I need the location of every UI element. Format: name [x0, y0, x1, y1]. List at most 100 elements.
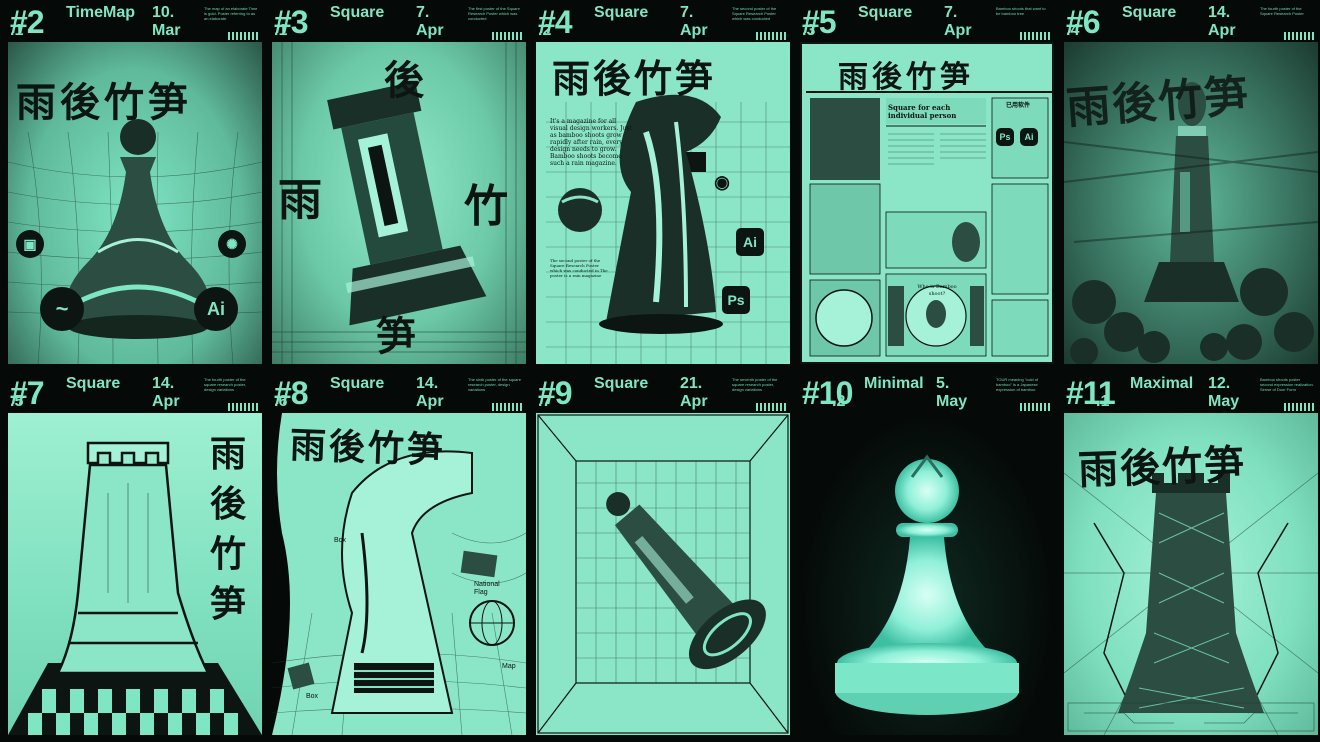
- poster-card-4[interactable]: #4 Square .2 7. Apr The second poster of…: [528, 0, 792, 371]
- teeth-decoration: [1020, 403, 1050, 411]
- poster-image: 雨後竹笋 Box National Flag Map Box: [272, 413, 526, 735]
- poster-category: TimeMap: [66, 4, 136, 21]
- poster-image: 雨後竹笋 Square for each individual person 已…: [800, 42, 1054, 364]
- poster-category: Maximal: [1130, 375, 1194, 392]
- illustrator-icon: Ai: [736, 228, 764, 256]
- poster-caption: The fourth poster of the square research…: [204, 377, 247, 392]
- pawn-figure: [65, 119, 211, 339]
- poster-day: 12.: [1208, 375, 1231, 392]
- poster-caption: Bamboo shoots that want to be bamboo tre…: [996, 6, 1046, 16]
- poster-title-char-4: 笋: [376, 313, 416, 360]
- poster-number: #7: [10, 375, 45, 411]
- gear-icon: ✺: [218, 230, 246, 258]
- poster-month: Apr: [680, 22, 708, 39]
- poster-title-char-2: 雨: [278, 175, 322, 226]
- poster-category: Square: [594, 4, 649, 21]
- flag-shape: [460, 550, 498, 578]
- rook-figure: [1118, 473, 1264, 713]
- poster-image: 後 雨 竹 笋: [272, 42, 526, 364]
- poster-header: #11 Maximal .1 12. May Bamboo shoots pos…: [1056, 371, 1320, 413]
- poster-image: 雨後竹笋: [1064, 42, 1318, 364]
- teeth-decoration: [756, 403, 786, 411]
- teeth-decoration: [228, 32, 258, 40]
- poster-title: 雨後竹笋: [289, 424, 447, 472]
- poster-number: #4: [538, 4, 573, 40]
- photoshop-icon: Ps: [996, 128, 1014, 146]
- poster-number: #6: [1066, 4, 1101, 40]
- poster-number: #10: [802, 375, 853, 411]
- teeth-decoration: [1020, 32, 1050, 40]
- poster-header: #7 Square .5 14. Apr The fourth poster o…: [0, 371, 264, 413]
- poster-card-6[interactable]: #6 Square .4 14. Apr The fourth poster o…: [1056, 0, 1320, 371]
- poster-header: #6 Square .4 14. Apr The fourth poster o…: [1056, 0, 1320, 42]
- poster-header: #8 Square .6 14. Apr The sixth poster of…: [264, 371, 528, 413]
- poster-index: .1: [10, 22, 24, 39]
- poster-card-3[interactable]: #3 Square .1 7. Apr The first poster of …: [264, 0, 528, 371]
- poster-number: #11: [1066, 375, 1116, 411]
- poster-category: Minimal: [864, 375, 924, 392]
- poster-title: 雨後竹笋: [16, 79, 192, 126]
- teeth-decoration: [1284, 32, 1314, 40]
- poster-title-char-4: 笋: [210, 583, 247, 625]
- poster-title: 雨後竹笋: [552, 56, 717, 101]
- poster-card-10[interactable]: #10 Minimal .2 5. May TOUR meaning "cold…: [792, 371, 1056, 742]
- warped-scene: [272, 413, 526, 735]
- bishop-scene: [1064, 82, 1318, 364]
- poster-caption: Bamboo shoots poster second expression r…: [1260, 377, 1314, 392]
- poster-title: 雨後竹笋: [838, 60, 974, 95]
- poster-day: 7.: [416, 4, 430, 21]
- poster-category: Square: [1122, 4, 1177, 21]
- poster-month: Apr: [680, 393, 708, 410]
- knight-figure: [599, 94, 723, 334]
- rook-figure: [55, 441, 211, 675]
- rook-pattern-scene: [1064, 472, 1318, 735]
- poster-day: 14.: [416, 375, 439, 392]
- poster-caption: The fourth poster of the Square Research…: [1260, 6, 1304, 16]
- poster-image: 雨後竹笋 It's a magazine for all visual desi…: [536, 42, 790, 364]
- poster-card-5[interactable]: #5 Square .3 7. Apr Bamboo shoots that w…: [792, 0, 1056, 371]
- poster-image: 雨後竹笋 ▣ ✺ ~ Ai: [8, 42, 262, 364]
- poster-caption: The second poster of the Square Research…: [732, 6, 777, 21]
- poster-card-8[interactable]: #8 Square .6 14. Apr The sixth poster of…: [264, 371, 528, 742]
- poster-title: 雨後竹笋: [1064, 70, 1252, 135]
- poster-card-9[interactable]: #9 Square .7 21. Apr The seventh poster …: [528, 371, 792, 742]
- poster-card-7[interactable]: #7 Square .5 14. Apr The fourth poster o…: [0, 371, 264, 742]
- poster-month: May: [1208, 393, 1240, 410]
- poster-index: .2: [538, 22, 552, 39]
- headline: Square for each individual person: [888, 103, 957, 120]
- poster-day: 5.: [936, 375, 950, 392]
- poster-index: .1: [274, 22, 288, 39]
- pawn-pile: [1070, 268, 1314, 364]
- poster-image: 雨 後 竹 笋: [8, 413, 262, 735]
- poster-caption: The seventh poster of the square researc…: [732, 377, 778, 392]
- poster-month: Apr: [152, 393, 180, 410]
- poster-index: .1: [1096, 393, 1110, 410]
- poster-category: Square: [858, 4, 913, 21]
- poster-number: #3: [274, 4, 309, 40]
- poster-header: #4 Square .2 7. Apr The second poster of…: [528, 0, 792, 42]
- poster-card-11[interactable]: #11 Maximal .1 12. May Bamboo shoots pos…: [1056, 371, 1320, 742]
- poster-category: Square: [330, 4, 385, 21]
- side-text: The second poster of the Square Research…: [550, 258, 608, 278]
- rook-scene: [8, 441, 262, 735]
- poster-title-char-1: 後: [384, 57, 424, 104]
- poster-header: #2 TimeMap .1 10. Mar The map of an elab…: [0, 0, 264, 42]
- poster-card-2[interactable]: #2 TimeMap .1 10. Mar The map of an elab…: [0, 0, 264, 371]
- poster-day: 10.: [152, 4, 175, 21]
- poster-number: #9: [538, 375, 573, 411]
- poster-caption: TOUR meaning "cold of bamboo" is a Japan…: [996, 377, 1039, 392]
- poster-caption: The sixth poster of the square research …: [468, 377, 521, 392]
- teeth-decoration: [756, 32, 786, 40]
- illustrator-icon: Ai: [1020, 128, 1038, 146]
- poster-image: [800, 413, 1054, 735]
- poster-category: Square: [594, 375, 649, 392]
- poster-month: Apr: [944, 22, 972, 39]
- poster-category: Square: [66, 375, 121, 392]
- poster-caption: The first poster of the Square Research …: [468, 6, 520, 21]
- room-scene: [537, 414, 789, 734]
- poster-month: Apr: [416, 22, 444, 39]
- label-box-bottom: Box: [306, 693, 319, 700]
- poster-header: #10 Minimal .2 5. May TOUR meaning "cold…: [792, 371, 1056, 413]
- teeth-decoration: [492, 32, 522, 40]
- cube-icon: ▣: [16, 230, 44, 258]
